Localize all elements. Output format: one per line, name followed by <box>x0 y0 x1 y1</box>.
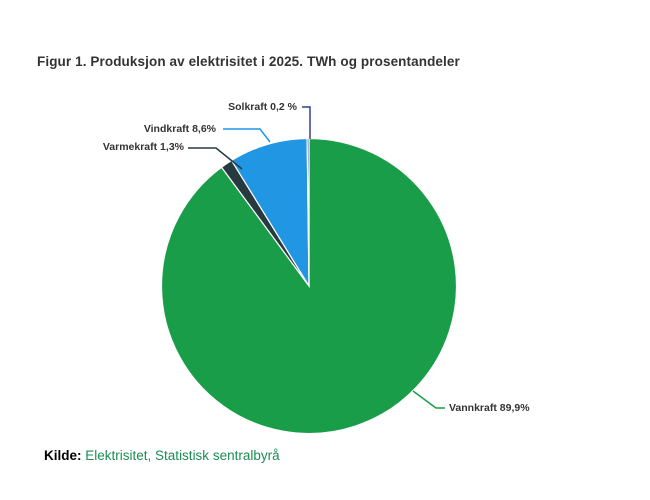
varmekraft-leader-line <box>188 147 243 170</box>
vannkraft-leader-line <box>412 390 445 409</box>
source-prefix-label: Kilde: <box>44 448 82 463</box>
vindkraft-leader-line <box>223 128 271 143</box>
pie-slice-solkraft <box>306 137 310 287</box>
slice-label-solkraft: Solkraft 0,2 % <box>228 101 297 113</box>
figure-title: Figur 1. Produksjon av elektrisitet i 20… <box>37 54 460 69</box>
slice-label-vannkraft: Vannkraft 89,9% <box>449 402 530 414</box>
source-link[interactable]: Elektrisitet, Statistisk sentralbyrå <box>85 448 280 463</box>
source-line: Kilde: Elektrisitet, Statistisk sentralb… <box>44 448 280 463</box>
slice-label-vindkraft: Vindkraft 8,6% <box>143 123 216 135</box>
slice-label-varmekraft: Varmekraft 1,3% <box>102 141 184 153</box>
pie-slices <box>160 137 458 435</box>
solkraft-leader-line <box>302 106 311 139</box>
